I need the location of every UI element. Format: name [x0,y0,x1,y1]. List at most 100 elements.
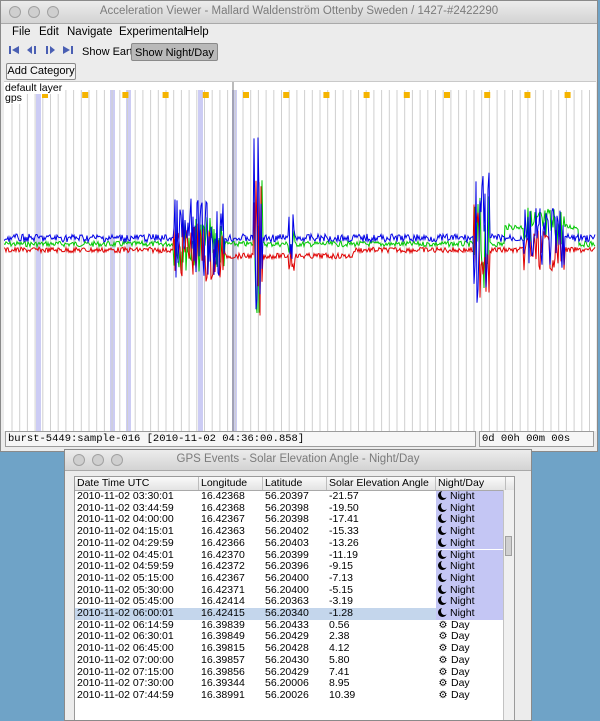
gps-marker[interactable] [122,92,129,98]
gps-marker[interactable] [363,92,370,98]
table-header: Date Time UTC Longitude Latitude Solar E… [75,477,514,491]
table-row[interactable]: 2010-11-02 04:45:01 16.42370 56.20399 -11.1… [75,549,514,562]
col-header-solar-elevation[interactable]: Solar Elevation Angle [327,477,436,490]
gps-marker[interactable] [162,92,169,98]
cell-datetime: 2010-11-02 03:30:01 [77,491,174,502]
table-row[interactable]: 2010-11-02 07:15:00 16.39856 56.20429 7.41 ⚙… [75,667,514,679]
night-day-label: Night [450,537,475,549]
scrollbar-thumb[interactable] [505,536,512,556]
menu-help[interactable]: Help [185,26,209,38]
gps-marker[interactable] [403,92,410,98]
gps-marker[interactable] [564,92,571,98]
gps-marker[interactable] [202,92,209,98]
gps-marker[interactable] [524,92,531,98]
cell-night-day: ⚙ Day [436,655,506,667]
table-row[interactable]: 2010-11-02 04:00:00 16.42367 56.20398 -17.4… [75,514,514,527]
add-category-button[interactable]: Add Category [6,63,76,80]
col-header-longitude[interactable]: Longitude [199,477,263,490]
toolbar: Show Earth Show Night/Day [1,42,597,62]
gps-marker[interactable] [484,92,491,98]
cell-latitude: 56.20006 [265,678,309,690]
moon-icon [438,491,448,500]
cell-longitude: 16.39849 [201,631,245,643]
cell-datetime: 2010-11-02 07:44:59 [77,689,174,701]
gps-events-table[interactable]: Date Time UTC Longitude Latitude Solar E… [74,476,515,720]
skip-to-end-icon[interactable] [61,44,75,58]
zoom-window-button[interactable] [47,6,59,18]
skip-to-start-icon[interactable] [7,44,21,58]
table-row[interactable]: 2010-11-02 03:44:59 16.42368 56.20398 -19.5… [75,502,514,515]
table-row[interactable]: 2010-11-02 04:15:01 16.42363 56.20402 -15.3… [75,526,514,538]
table-row[interactable]: 2010-11-02 04:59:59 16.42372 56.20396 -9.15… [75,561,514,573]
cell-solar-elevation: -15.33 [329,526,359,538]
cell-latitude: 56.20396 [265,561,309,573]
menu-experimental[interactable]: Experimental [119,26,187,38]
show-night-day-button[interactable]: Show Night/Day [131,43,218,61]
title-bar[interactable]: Acceleration Viewer - Mallard Waldenströ… [1,1,597,24]
sun-icon: ⚙ [438,666,448,678]
table-row[interactable]: 2010-11-02 05:45:00 16.42414 56.20363 -3.19… [75,596,514,608]
night-day-label: Day [451,643,470,655]
show-earth-button[interactable]: Show Earth [82,46,139,58]
table-row[interactable]: 2010-11-02 05:15:00 16.42367 56.20400 -7.13… [75,572,514,585]
moon-icon [438,549,448,559]
cell-latitude: 56.20398 [265,514,309,526]
gps-marker[interactable] [323,92,330,98]
step-back-icon[interactable] [25,44,39,58]
table-row[interactable]: 2010-11-02 06:14:59 16.39839 56.20433 0.56 ⚙… [75,620,514,632]
cell-latitude: 56.20430 [265,654,309,666]
gps-title-bar[interactable]: GPS Events - Solar Elevation Angle - Nig… [65,450,531,471]
menu-edit[interactable]: Edit [39,26,59,38]
night-day-label: Day [451,678,470,690]
table-row[interactable]: 2010-11-02 04:29:59 16.42366 56.20403 -13.2… [75,537,514,550]
gps-zoom-window-button[interactable] [111,454,123,466]
cell-longitude: 16.42415 [201,608,245,619]
table-row[interactable]: 2010-11-02 06:00:01 16.42415 56.20340 -1.28… [75,608,514,620]
gps-marker[interactable] [82,92,89,98]
night-day-label: Night [450,572,475,584]
menu-file[interactable]: File [12,26,31,38]
cell-datetime: 2010-11-02 04:59:59 [77,561,174,573]
cell-night-day: ⚙ Day [436,643,506,655]
cell-longitude: 16.39857 [201,654,245,666]
table-row[interactable]: 2010-11-02 07:30:00 16.39344 56.20006 8.95 ⚙… [75,678,514,690]
night-day-label: Night [450,491,475,502]
moon-icon [438,561,448,571]
gps-marker[interactable] [444,92,450,98]
table-row[interactable]: 2010-11-02 03:30:01 16.42368 56.20397 -21.5… [75,491,514,503]
cell-solar-elevation: 5.80 [329,654,350,666]
cell-latitude: 56.20363 [265,596,309,608]
gps-marker[interactable] [243,92,249,98]
table-row[interactable]: 2010-11-02 06:45:00 16.39815 56.20428 4.12 ⚙… [75,643,514,655]
cell-longitude: 16.38991 [201,689,245,701]
cell-datetime: 2010-11-02 07:00:00 [77,654,174,666]
table-row[interactable]: 2010-11-02 07:44:59 16.38991 56.20026 10.39… [75,690,514,702]
cell-solar-elevation: 10.39 [329,689,356,701]
close-window-button[interactable] [9,6,21,18]
cell-datetime: 2010-11-02 07:15:00 [77,666,174,678]
acceleration-plot-canvas[interactable] [4,82,596,431]
menu-navigate[interactable]: Navigate [67,26,113,38]
table-row[interactable]: 2010-11-02 06:30:01 16.39849 56.20429 2.38 ⚙… [75,631,514,643]
step-forward-icon[interactable] [43,44,57,58]
acceleration-plot[interactable]: default layer gps [4,81,596,431]
cell-longitude: 16.39815 [201,643,245,655]
gps-marker[interactable] [283,92,290,98]
cell-solar-elevation: 8.95 [329,678,350,690]
night-band [36,90,41,431]
minimize-window-button[interactable] [28,6,40,18]
table-row[interactable]: 2010-11-02 05:30:00 16.42371 56.20400 -5.15… [75,584,514,597]
cell-solar-elevation: -5.15 [329,584,353,596]
col-header-latitude[interactable]: Latitude [263,477,327,490]
col-header-datetime[interactable]: Date Time UTC [75,477,199,490]
cell-datetime: 2010-11-02 07:30:00 [77,678,174,690]
gps-minimize-window-button[interactable] [92,454,104,466]
gps-close-window-button[interactable] [73,454,85,466]
cell-datetime: 2010-11-02 04:15:01 [77,526,174,538]
table-scrollbar[interactable] [503,490,514,720]
table-row[interactable]: 2010-11-02 07:00:00 16.39857 56.20430 5.80 ⚙… [75,655,514,667]
moon-icon [438,526,448,536]
col-header-night-day[interactable]: Night/Day [436,477,506,490]
cell-solar-elevation: 0.56 [329,619,350,631]
gps-marker[interactable] [42,92,48,98]
